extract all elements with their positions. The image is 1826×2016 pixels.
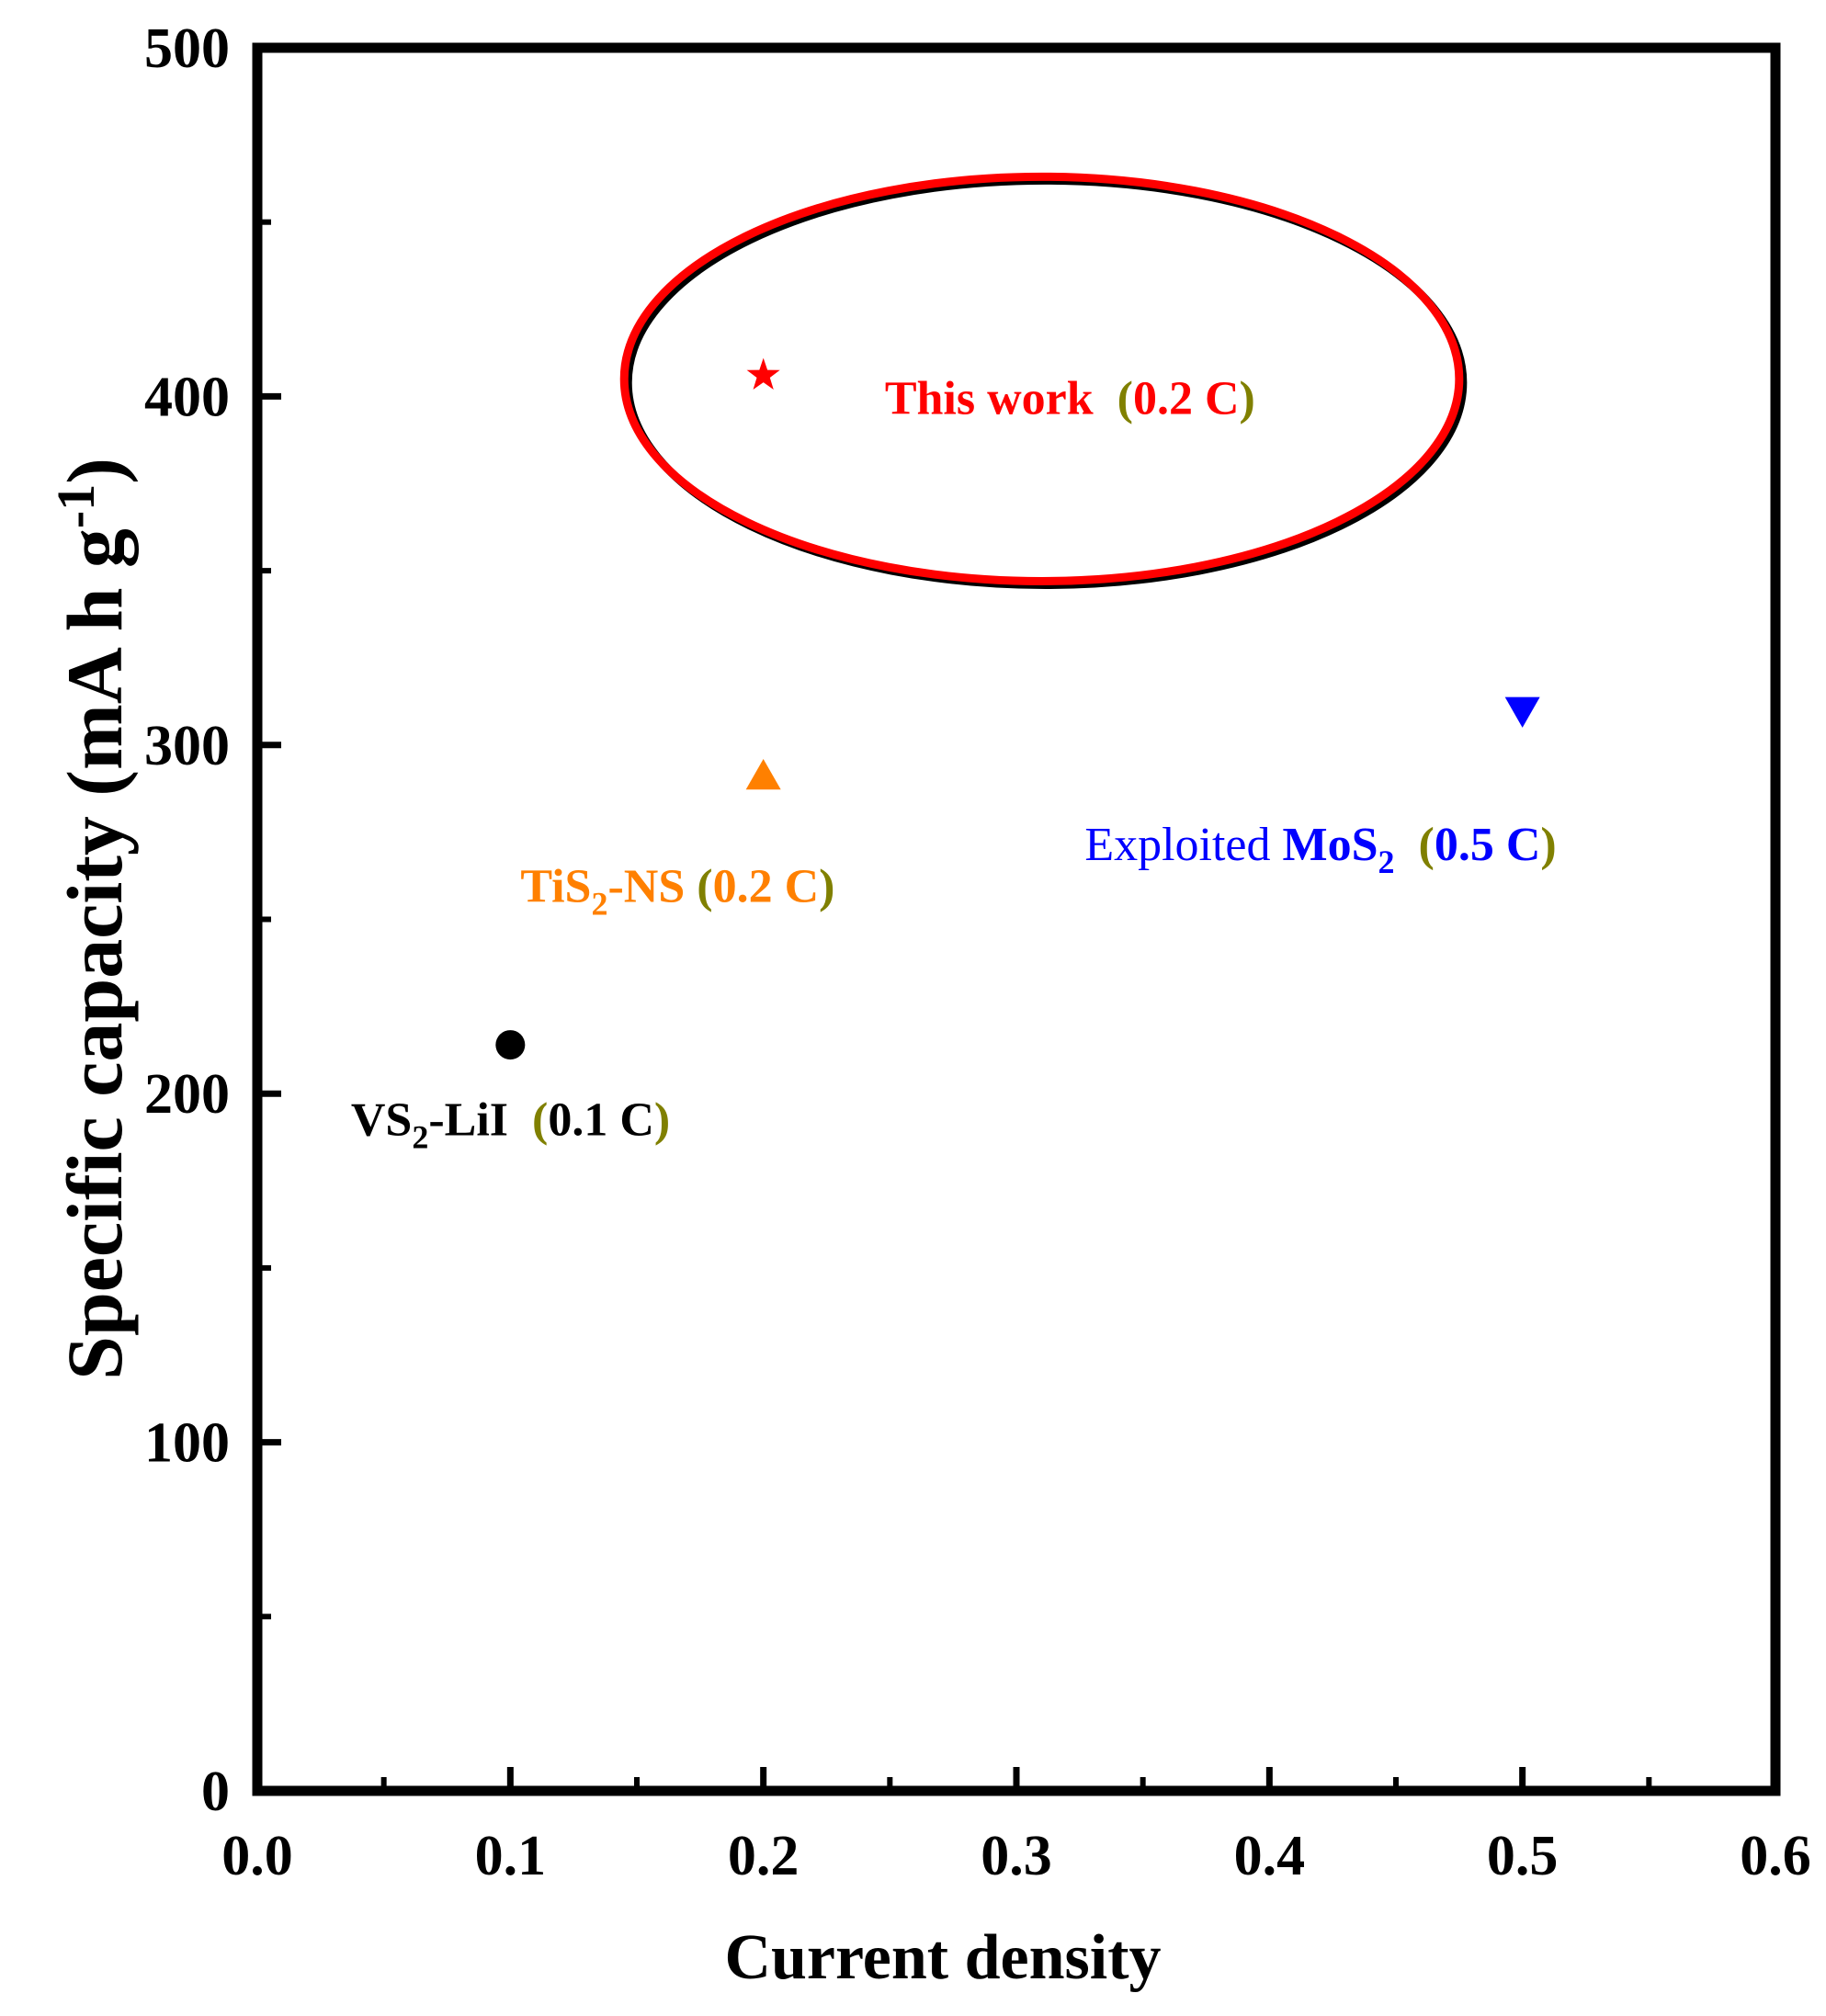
plot-frame: [252, 42, 1781, 1796]
annotation-part: ): [654, 1094, 670, 1147]
annotation-part: (: [1395, 819, 1435, 871]
annotation-part: Exploited: [1084, 819, 1282, 871]
annotation-part: ): [1540, 819, 1556, 871]
annotation-part: 2: [1378, 844, 1395, 880]
data-point-circle: [495, 1030, 526, 1060]
y-tick-label: 0: [201, 1761, 230, 1823]
annotation-label: Exploited MoS2 (0.5 C): [1084, 819, 1556, 880]
y-axis-label-sup: -1: [46, 484, 106, 528]
highlight-ellipse-layer: [619, 172, 1468, 589]
y-tick-label: 400: [144, 366, 230, 428]
y-axis-label: Specific capacity (mA h g-1): [46, 458, 139, 1380]
x-tick-label: 0.6: [1740, 1825, 1811, 1887]
annotation-part: VS: [351, 1094, 412, 1147]
annotation-part: 2: [412, 1119, 428, 1156]
annotation-part: 0.2 C: [1133, 372, 1240, 425]
annotation-part: (: [685, 861, 712, 913]
y-axis-label-main: Specific capacity (mA h g: [51, 528, 139, 1380]
annotation-part: (: [508, 1094, 548, 1147]
annotation-part: ): [819, 861, 834, 913]
y-axis-label-close: ): [51, 458, 139, 484]
annotation-label: VS2-LiI (0.1 C): [351, 1094, 670, 1156]
x-tick-label: 0.0: [221, 1825, 293, 1887]
data-points: [495, 357, 1540, 1060]
annotation-part: (: [1094, 372, 1133, 425]
y-tick-label: 100: [144, 1412, 230, 1475]
annotation-part: 0.1 C: [548, 1094, 654, 1147]
annotation-part: -NS: [607, 861, 685, 913]
y-tick-label: 300: [144, 715, 230, 777]
annotations: VS2-LiI (0.1 C)TiS2-NS (0.2 C)This work …: [351, 372, 1557, 1155]
y-tick-label: 500: [144, 17, 230, 80]
annotation-part: 0.2 C: [713, 861, 820, 913]
data-point-star: [746, 357, 780, 390]
data-point-triangle-up: [745, 758, 781, 790]
x-tick-labels: 0.0 0.1 0.2 0.3 0.4 0.5 0.6: [221, 1825, 1811, 1887]
x-axis-label: Current density: [724, 1922, 1161, 1993]
y-tick-label: 200: [144, 1063, 230, 1126]
x-tick-label: 0.1: [475, 1825, 547, 1887]
x-tick-label: 0.5: [1487, 1825, 1559, 1887]
annotation-part: 2: [591, 886, 607, 923]
annotation-label: This work (0.2 C): [885, 372, 1255, 425]
annotation-part: This work: [885, 372, 1094, 425]
annotation-part: 0.5 C: [1435, 819, 1541, 871]
annotation-part: MoS: [1283, 819, 1378, 871]
annotation-part: ): [1240, 372, 1255, 425]
data-point-triangle-down: [1504, 697, 1540, 728]
annotation-part: -LiI: [428, 1094, 508, 1147]
y-tick-labels: 0 100 200 300 400 500: [144, 17, 230, 1823]
annotation-part: TiS: [520, 861, 591, 913]
x-tick-label: 0.4: [1234, 1825, 1306, 1887]
x-tick-label: 0.2: [728, 1825, 800, 1887]
annotation-label: TiS2-NS (0.2 C): [520, 861, 834, 923]
highlight-ellipse: [619, 172, 1464, 585]
x-tick-label: 0.3: [981, 1825, 1052, 1887]
